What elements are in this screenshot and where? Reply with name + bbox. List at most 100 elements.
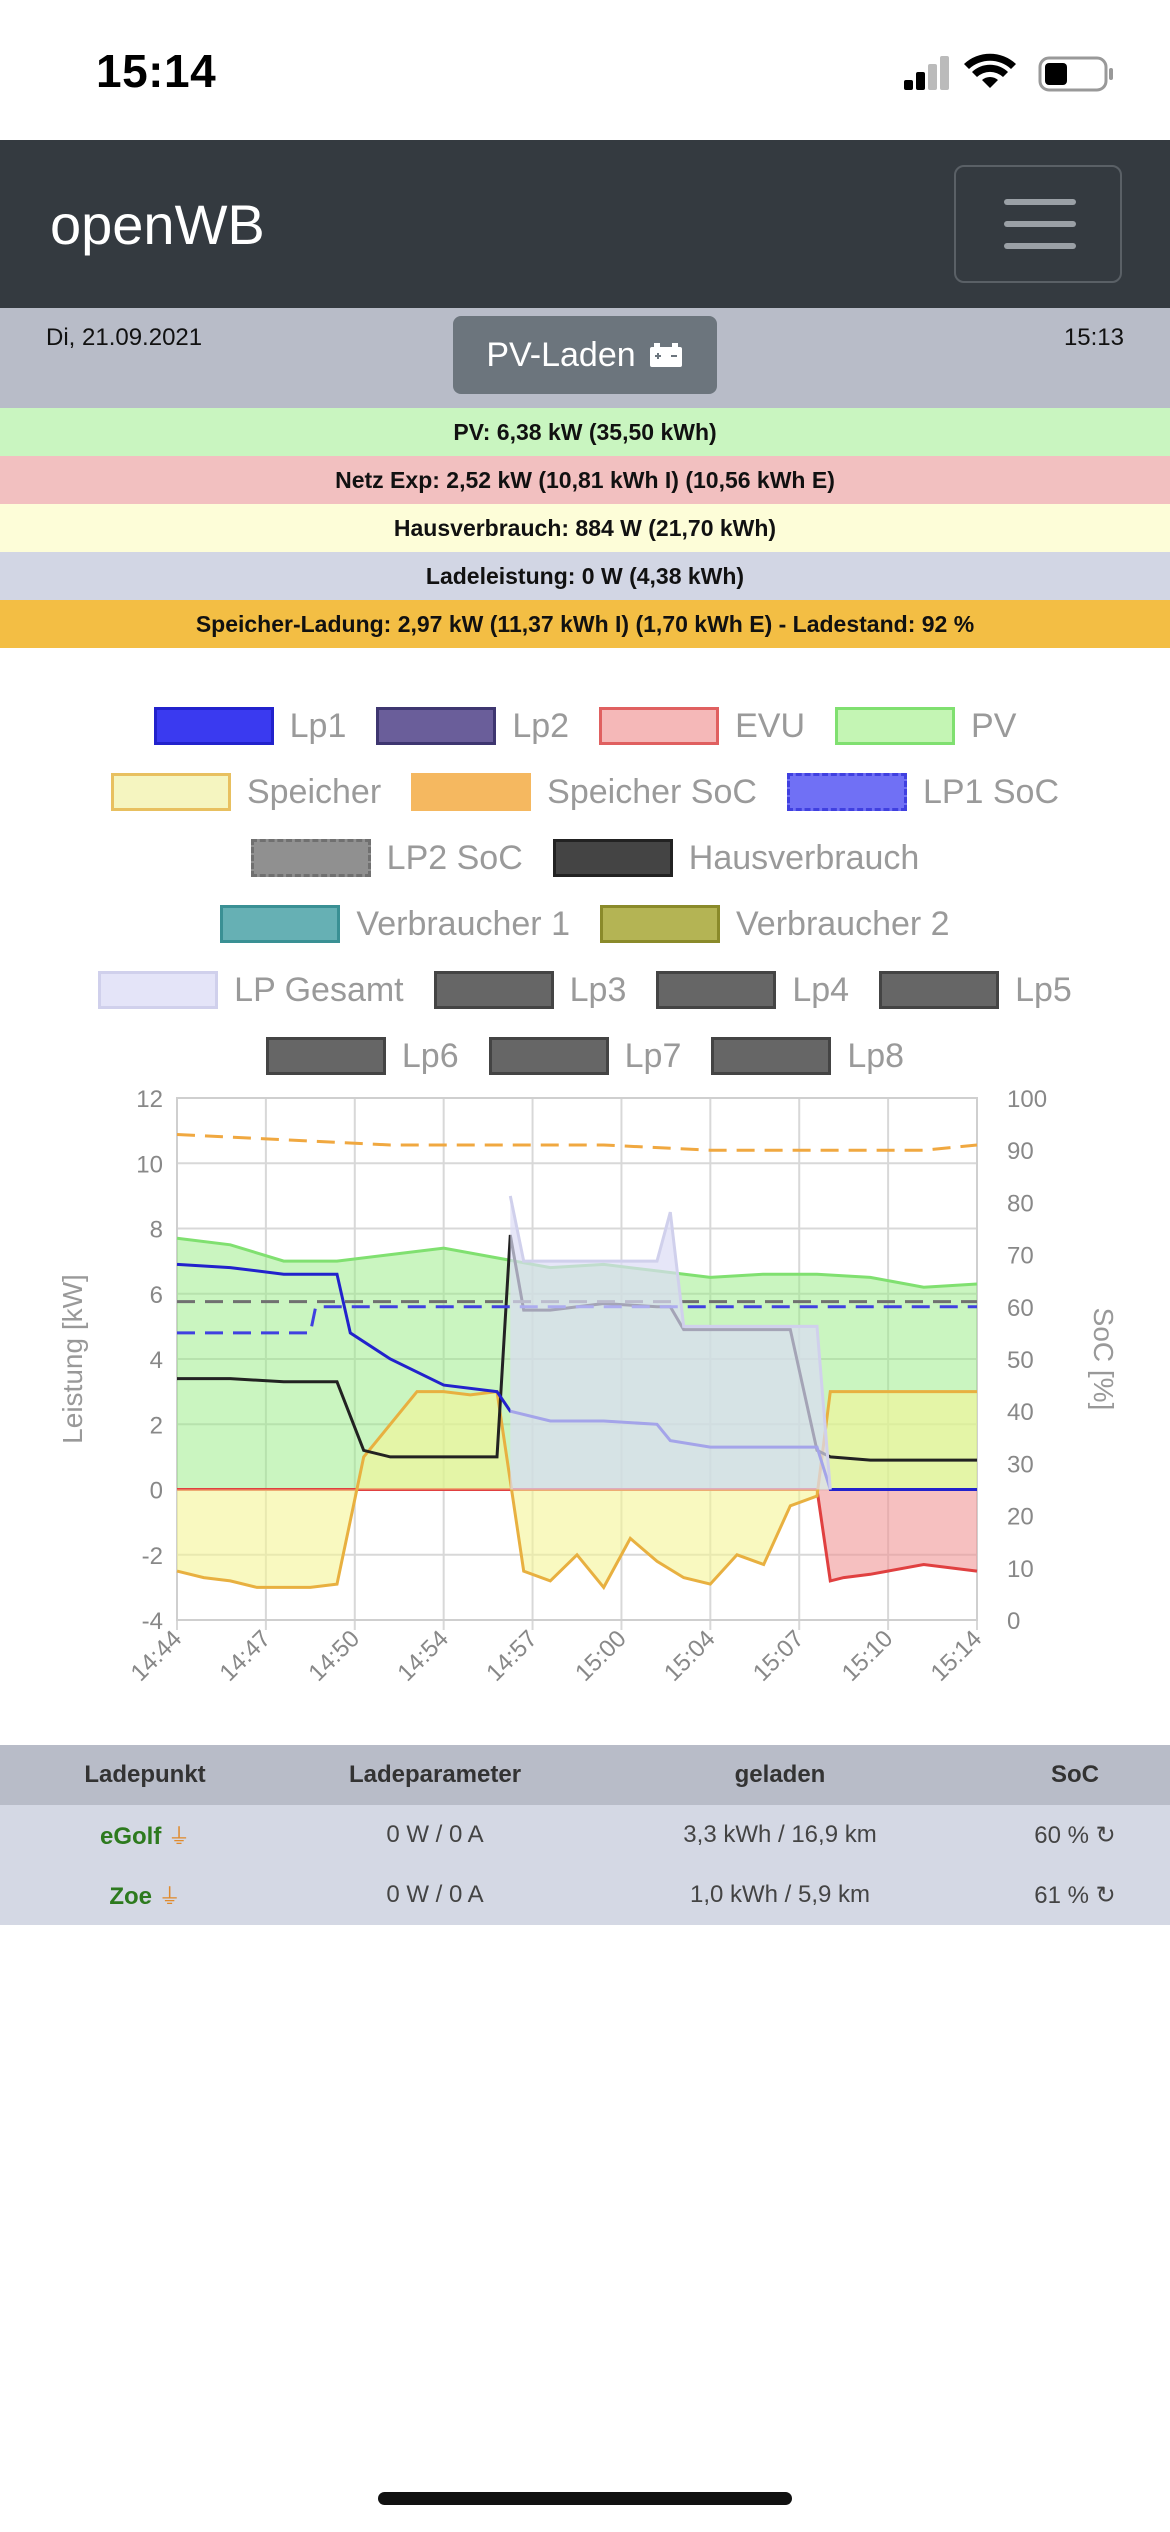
legend-swatch bbox=[250, 839, 371, 877]
charge-point-name[interactable]: Zoe bbox=[109, 1883, 152, 1910]
charge-point-table: Ladepunkt Ladeparameter geladen SoC eGol… bbox=[0, 1745, 1170, 1925]
refresh-icon[interactable]: ↻ bbox=[1095, 1821, 1116, 1849]
legend-item[interactable]: Verbraucher 1 bbox=[220, 905, 570, 944]
legend-item[interactable]: PV bbox=[835, 707, 1016, 746]
x-tick-label: 15:10 bbox=[837, 1625, 899, 1687]
x-tick-label: 14:50 bbox=[303, 1625, 365, 1687]
legend-label: Lp1 bbox=[289, 706, 347, 745]
chart-area: Lp1 Lp2 EVU PV Speicher Speicher SoC LP1 SoC LP… bbox=[0, 665, 1170, 1745]
legend-label: Hausverbrauch bbox=[688, 838, 920, 877]
charge-mode-button[interactable]: PV-Laden bbox=[453, 316, 717, 394]
plug-icon: ⏚ bbox=[168, 1824, 191, 1849]
legend-item[interactable]: Lp2 bbox=[376, 707, 569, 746]
header-ladeparameter: Ladeparameter bbox=[348, 1761, 522, 1788]
y2-tick-label: 30 bbox=[1007, 1451, 1034, 1478]
info-row: Speicher-Ladung: 2,97 kW (11,37 kWh I) (… bbox=[0, 600, 1170, 648]
legend-label: Lp2 bbox=[512, 706, 570, 745]
legend-label: Verbraucher 1 bbox=[356, 904, 570, 943]
y-tick-label: -4 bbox=[142, 1608, 163, 1635]
soc-value: 60 % bbox=[1034, 1821, 1089, 1849]
legend-swatch bbox=[265, 1037, 386, 1075]
x-tick-label: 14:47 bbox=[215, 1625, 277, 1687]
table-row[interactable]: Zoe ⏚ 0 W / 0 A 1,0 kWh / 5,9 km 61 % ↻ bbox=[0, 1865, 1170, 1925]
x-tick-label: 15:14 bbox=[926, 1625, 988, 1687]
legend-row: Lp6 Lp7 Lp8 bbox=[0, 1023, 1170, 1089]
legend-row: Verbraucher 1 Verbraucher 2 bbox=[0, 891, 1170, 957]
legend-item[interactable]: LP2 SoC bbox=[250, 839, 523, 878]
legend-item[interactable]: Verbraucher 2 bbox=[600, 905, 950, 944]
y2-tick-label: 90 bbox=[1007, 1138, 1034, 1165]
legend-item[interactable]: Hausverbrauch bbox=[552, 838, 920, 878]
legend-swatch bbox=[98, 971, 219, 1009]
x-tick-label: 14:54 bbox=[392, 1625, 454, 1687]
legend-item[interactable]: Lp7 bbox=[488, 1036, 682, 1076]
home-indicator[interactable] bbox=[378, 2492, 792, 2505]
legend-swatch bbox=[220, 905, 341, 943]
legend-label: LP1 SoC bbox=[922, 772, 1060, 811]
y-tick-label: 12 bbox=[136, 1086, 163, 1113]
legend-swatch bbox=[656, 971, 777, 1009]
x-tick-label: 15:00 bbox=[570, 1625, 632, 1687]
charge-mode-label: PV-Laden bbox=[486, 335, 636, 374]
status-icons bbox=[900, 50, 1120, 100]
legend-item[interactable]: Lp5 bbox=[879, 971, 1072, 1010]
legend-item[interactable]: Lp1 bbox=[153, 706, 347, 746]
legend-item[interactable]: Speicher bbox=[110, 773, 381, 812]
legend-swatch bbox=[433, 971, 554, 1009]
legend-item[interactable]: Speicher SoC bbox=[411, 773, 757, 812]
y2-tick-label: 10 bbox=[1007, 1556, 1034, 1583]
current-date: Di, 21.09.2021 bbox=[46, 324, 203, 351]
legend-item[interactable]: Lp4 bbox=[656, 971, 849, 1010]
y-tick-label: 10 bbox=[136, 1151, 163, 1178]
legend-label: Speicher SoC bbox=[547, 772, 757, 811]
legend-label: EVU bbox=[735, 706, 806, 745]
navbar: openWB bbox=[0, 140, 1170, 308]
refresh-icon[interactable]: ↻ bbox=[1095, 1881, 1116, 1909]
charge-point-name[interactable]: eGolf bbox=[99, 1823, 162, 1850]
y2-tick-label: 40 bbox=[1007, 1399, 1034, 1426]
y2-tick-label: 80 bbox=[1007, 1190, 1034, 1217]
legend-label: Lp6 bbox=[401, 1036, 459, 1075]
table-row[interactable]: eGolf ⏚ 0 W / 0 A 3,3 kWh / 16,9 km 60 %… bbox=[0, 1805, 1170, 1865]
legend-swatch bbox=[711, 1037, 832, 1075]
signal-wifi-battery-icon bbox=[904, 53, 1113, 92]
brand-title[interactable]: openWB bbox=[50, 193, 265, 256]
hamburger-icon bbox=[1004, 199, 1076, 205]
header-geladen: geladen bbox=[734, 1761, 826, 1788]
series-line bbox=[508, 1195, 832, 1490]
legend-label: Lp7 bbox=[624, 1036, 682, 1075]
series-line bbox=[176, 1133, 978, 1152]
y2-axis-label: SoC [%] bbox=[1088, 1308, 1119, 1411]
menu-toggle-button[interactable] bbox=[954, 165, 1122, 283]
series-area bbox=[510, 1195, 831, 1490]
date-bar: Di, 21.09.2021 PV-Laden 15:13 bbox=[0, 308, 1170, 408]
y-tick-label: -2 bbox=[142, 1543, 163, 1570]
status-time: 15:14 bbox=[96, 45, 217, 97]
legend-item[interactable]: Lp6 bbox=[265, 1036, 459, 1076]
chart-legend: Lp1 Lp2 EVU PV Speicher Speicher SoC LP1 SoC LP… bbox=[0, 693, 1170, 1089]
legend-item[interactable]: Lp8 bbox=[711, 1037, 904, 1076]
y-tick-label: 6 bbox=[150, 1282, 163, 1309]
y-axis-label: Leistung [kW] bbox=[57, 1274, 88, 1444]
legend-item[interactable]: LP1 SoC bbox=[786, 772, 1060, 812]
header-soc: SoC bbox=[1051, 1761, 1099, 1788]
info-row: Ladeleistung: 0 W (4,38 kWh) bbox=[0, 552, 1170, 600]
y-tick-label: 2 bbox=[150, 1412, 163, 1439]
legend-item[interactable]: EVU bbox=[599, 707, 805, 746]
legend-item[interactable]: LP Gesamt bbox=[98, 970, 404, 1010]
legend-swatch bbox=[411, 773, 532, 811]
charge-param: 0 W / 0 A bbox=[386, 1821, 484, 1848]
legend-label: Verbraucher 2 bbox=[736, 904, 950, 943]
soc-value: 61 % bbox=[1034, 1881, 1089, 1909]
series-line bbox=[176, 1389, 977, 1591]
table-header: Ladepunkt Ladeparameter geladen SoC bbox=[0, 1745, 1170, 1805]
current-time: 15:13 bbox=[1063, 324, 1124, 351]
y2-tick-label: 60 bbox=[1007, 1295, 1034, 1322]
info-row: PV: 6,38 kW (35,50 kWh) bbox=[0, 408, 1170, 456]
legend-item[interactable]: Lp3 bbox=[433, 971, 626, 1010]
legend-label: Lp5 bbox=[1015, 970, 1072, 1009]
legend-swatch bbox=[599, 707, 720, 745]
legend-label: LP Gesamt bbox=[234, 970, 404, 1009]
y2-tick-label: 100 bbox=[1007, 1086, 1047, 1113]
series-area bbox=[177, 1489, 977, 1581]
